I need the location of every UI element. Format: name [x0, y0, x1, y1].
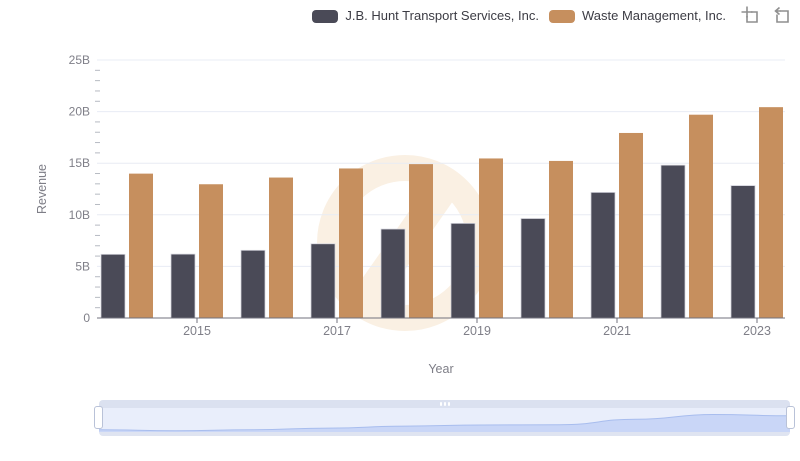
grip-dots-icon	[447, 402, 450, 406]
y-tick-label: 25B	[69, 53, 90, 67]
y-axis-title: Revenue	[35, 163, 49, 215]
x-tick-label: 2023	[743, 324, 771, 338]
bar-jbht-2018[interactable]	[380, 228, 406, 319]
y-tick-label: 20B	[69, 105, 90, 119]
bar-wm-2015[interactable]	[199, 184, 223, 318]
x-tick-label: 2021	[603, 324, 631, 338]
bar-jbht-2016[interactable]	[240, 249, 266, 319]
grip-dots-icon	[439, 402, 442, 406]
bar-jbht-2014[interactable]	[100, 253, 126, 319]
y-tick-label: 0	[83, 311, 90, 325]
preview-area-fill	[99, 414, 790, 432]
bar-wm-2022[interactable]	[689, 114, 713, 318]
x-tick-label: 2019	[463, 324, 491, 338]
box-zoom-icon[interactable]	[740, 5, 762, 27]
bar-wm-2014[interactable]	[129, 173, 153, 318]
legend-label-jb-hunt: J.B. Hunt Transport Services, Inc.	[345, 8, 539, 23]
bar-wm-2021[interactable]	[619, 132, 643, 318]
legend-item-jb-hunt[interactable]: J.B. Hunt Transport Services, Inc.	[312, 5, 539, 27]
x-axis-title: Year	[428, 362, 454, 376]
x-tick-label: 2015	[183, 324, 211, 338]
range-scrollbar[interactable]	[94, 400, 795, 436]
scrollbar-drag-strip[interactable]	[99, 400, 790, 408]
range-preview-area-chart	[98, 413, 791, 432]
bar-jbht-2019[interactable]	[450, 222, 476, 319]
bar-jbht-2023[interactable]	[730, 185, 756, 319]
bar-jbht-2021[interactable]	[590, 192, 616, 319]
bar-jbht-2015[interactable]	[170, 253, 196, 319]
legend-swatch-jb-hunt	[312, 9, 339, 23]
legend-label-waste-management: Waste Management, Inc.	[581, 8, 726, 23]
bar-jbht-2017[interactable]	[310, 243, 336, 319]
x-tick-label: 2017	[323, 324, 351, 338]
bar-chart-plot: 0 5B 10B 15B 20B 25B 2015 2017 2019 2021 2023	[69, 53, 785, 338]
bar-jbht-2022[interactable]	[660, 164, 686, 319]
scrollbar-left-grip[interactable]	[94, 406, 103, 429]
legend-item-waste-management[interactable]: Waste Management, Inc.	[548, 5, 726, 27]
grip-dots-icon	[443, 402, 446, 406]
bar-wm-2016[interactable]	[269, 177, 293, 318]
scrollbar-bottom-strip	[99, 432, 790, 436]
bar-jbht-2020[interactable]	[520, 218, 546, 319]
y-tick-label: 5B	[75, 259, 90, 273]
undo-zoom-icon[interactable]	[771, 5, 793, 27]
bar-wm-2019[interactable]	[479, 158, 503, 318]
bar-wm-2018[interactable]	[409, 164, 433, 318]
scrollbar-track[interactable]	[98, 408, 791, 432]
bar-wm-2023[interactable]	[759, 107, 783, 318]
scrollbar-right-grip[interactable]	[786, 406, 795, 429]
bar-wm-2017[interactable]	[339, 168, 363, 318]
y-tick-label: 10B	[69, 208, 90, 222]
bar-wm-2020[interactable]	[549, 160, 573, 318]
legend-swatch-waste-management	[548, 9, 575, 23]
chart-toolbar	[740, 5, 793, 27]
preview-area-line	[98, 413, 791, 432]
y-tick-label: 15B	[69, 156, 90, 170]
legend: J.B. Hunt Transport Services, Inc. Waste…	[312, 5, 793, 27]
